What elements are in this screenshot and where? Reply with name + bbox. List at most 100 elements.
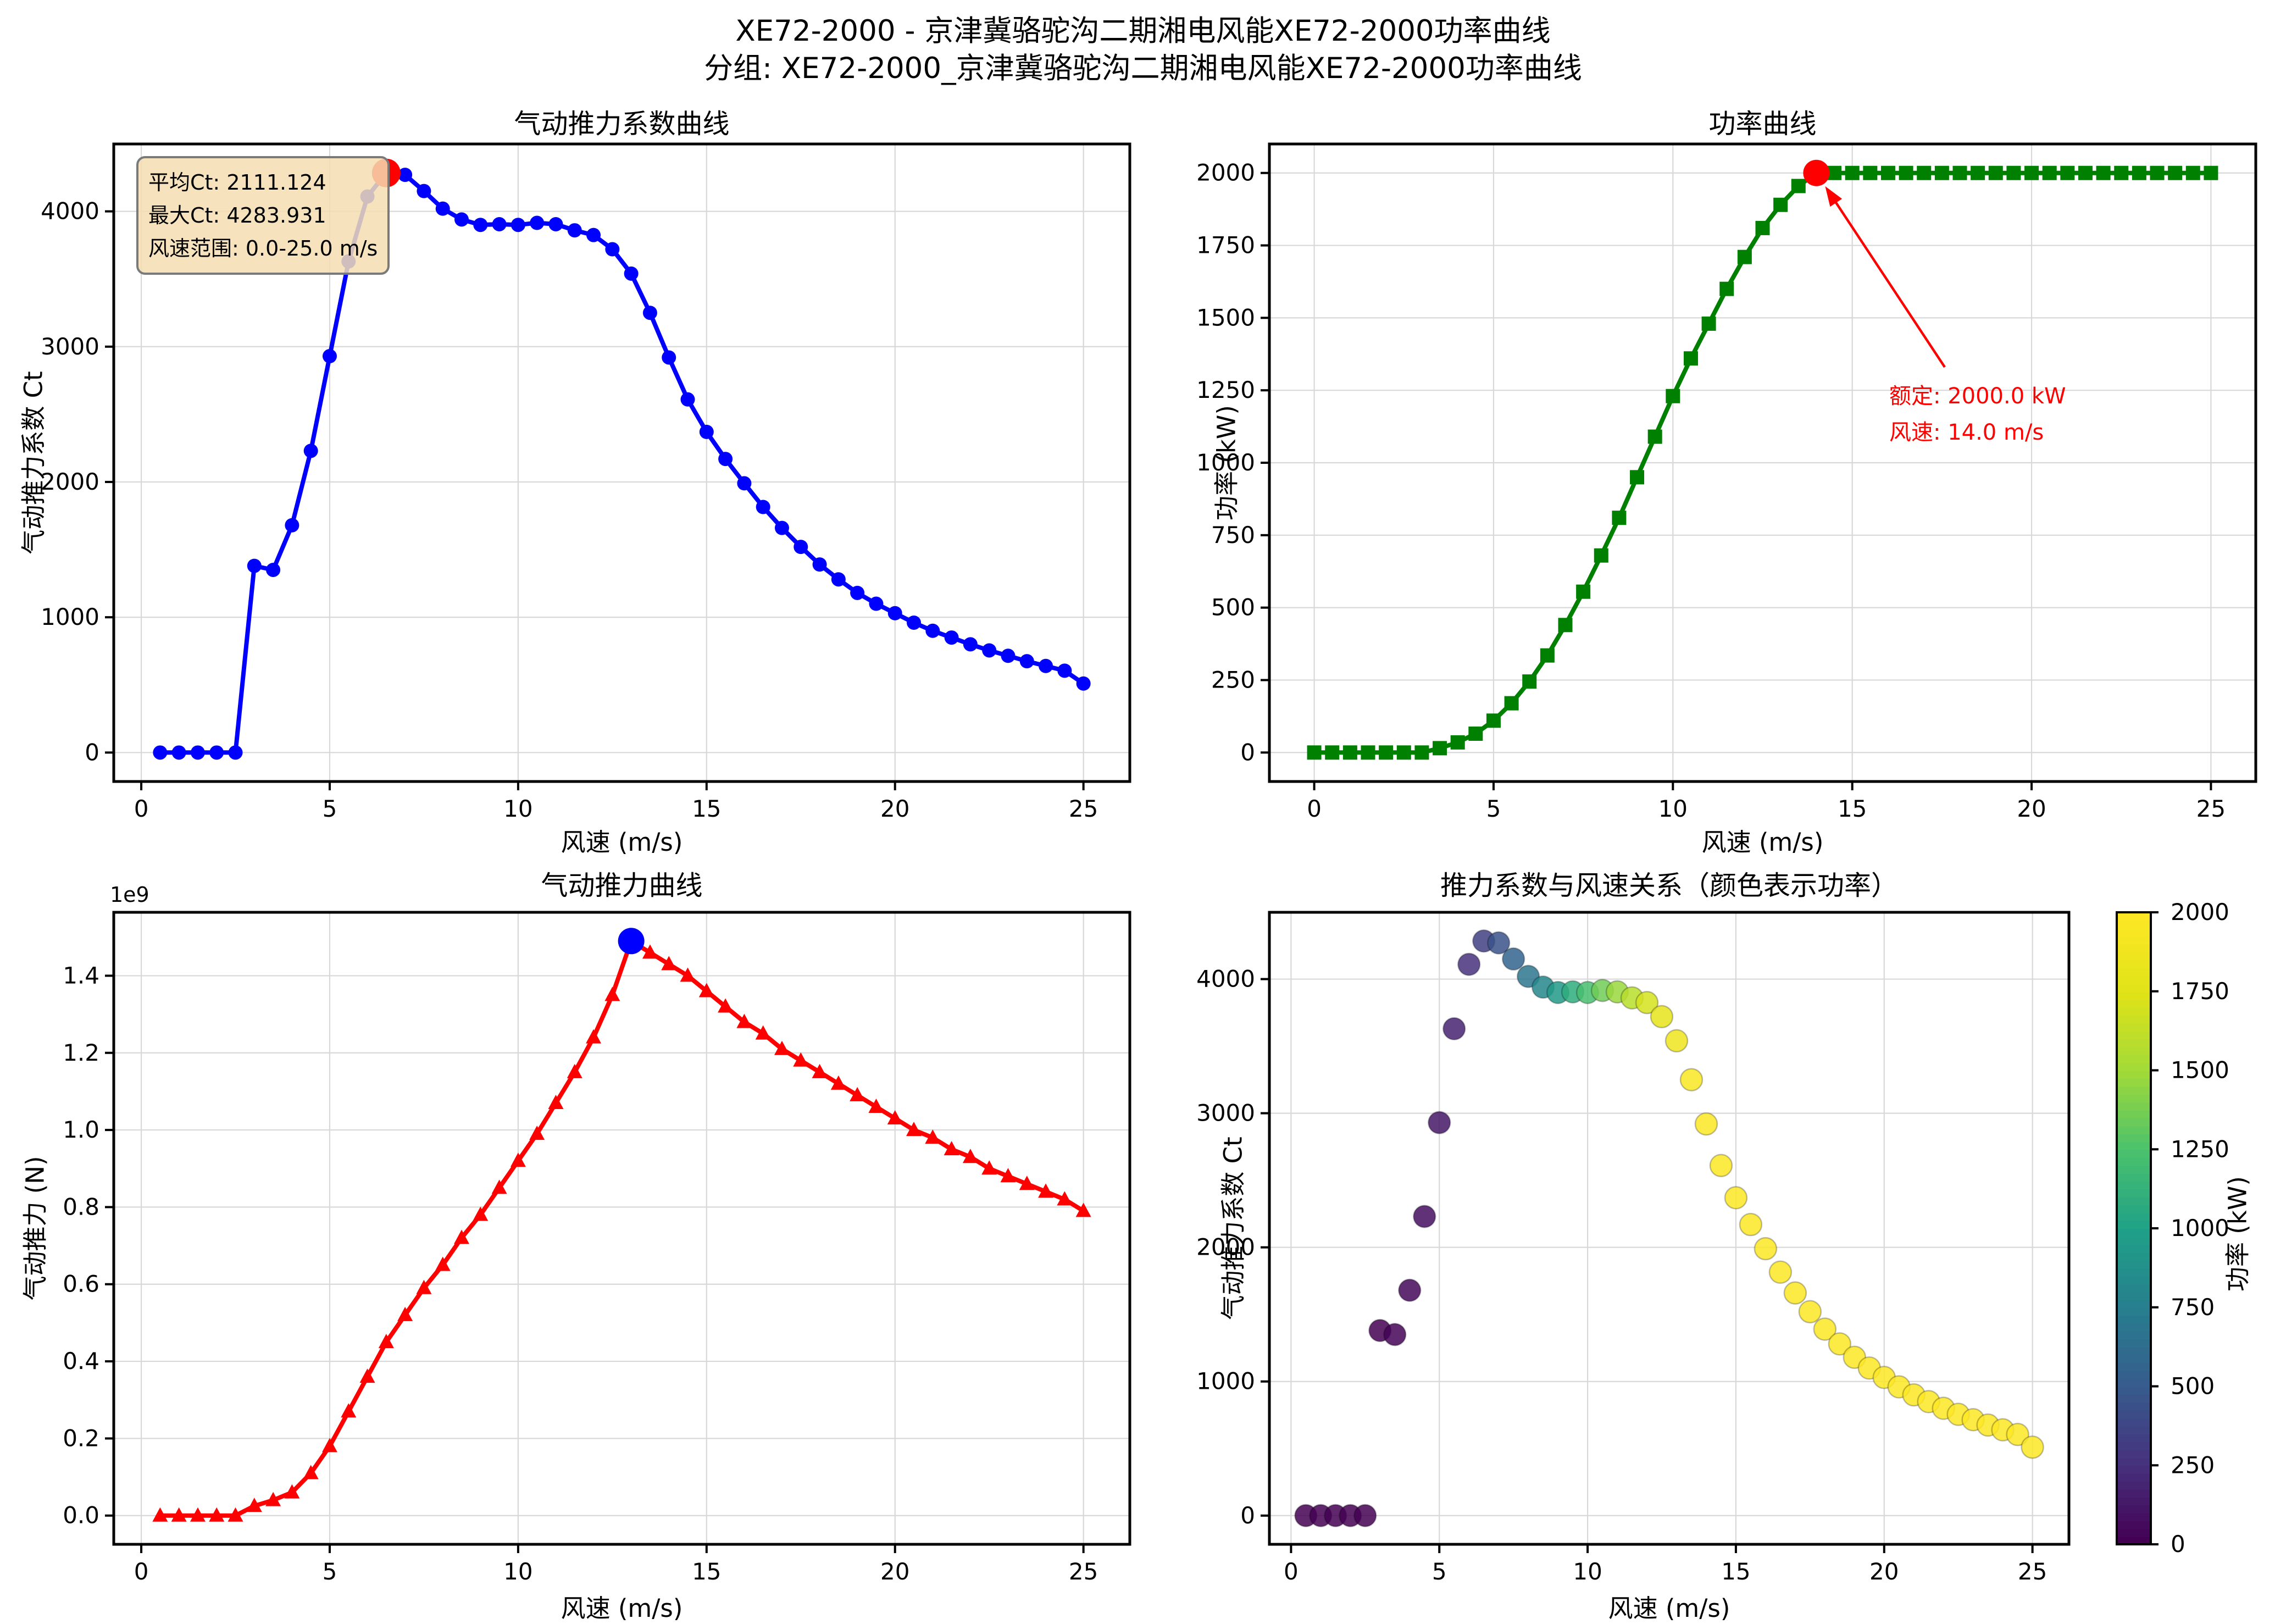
svg-text:1250: 1250 [1196, 376, 1255, 403]
stats-annotation: 平均Ct: 2111.124 最大Ct: 4283.931 风速范围: 0.0-… [136, 156, 390, 275]
svg-text:3000: 3000 [1196, 1100, 1255, 1127]
figure-subtitle: 分组: XE72-2000_京津冀骆驼沟二期湘电风能XE72-2000功率曲线 [704, 52, 1582, 85]
stats-line-max-ct: 最大Ct: 4283.931 [148, 203, 326, 228]
ct_curve-spines [112, 142, 1131, 783]
power_curve-x-ticks: 0 5 10 15 20 25 [1307, 781, 2226, 822]
svg-text:1750: 1750 [1196, 232, 1255, 259]
colorbar-ticks: 0 250 500 750 1000 1250 1500 1750 2000 [2151, 899, 2229, 1558]
chart-title-ct-curve: 气动推力系数曲线 [514, 108, 730, 140]
ct_curve-x-ticks: 0 5 10 15 20 25 [134, 781, 1098, 822]
svg-text:20: 20 [1869, 1558, 1899, 1585]
power_curve-grid [1269, 144, 2256, 781]
svg-text:15: 15 [692, 1558, 721, 1585]
svg-text:20: 20 [2017, 795, 2046, 822]
svg-text:25: 25 [2018, 1558, 2047, 1585]
svg-text:2000: 2000 [1196, 159, 1255, 186]
stats-line-avg-ct: 平均Ct: 2111.124 [148, 170, 326, 195]
offset-text-1e9: 1e9 [110, 883, 149, 907]
svg-text:1750: 1750 [2171, 978, 2229, 1005]
rated-point-marker [1803, 159, 1830, 186]
svg-text:15: 15 [1838, 795, 1867, 822]
svg-text:20: 20 [880, 1558, 909, 1585]
svg-text:5: 5 [323, 795, 337, 822]
thrust_curve-plot: 0 5 10 15 20 25 0.0 0.2 0.4 0.6 0.8 1.0 1.2 1.4 [63, 911, 1131, 1585]
svg-text:1000: 1000 [1196, 449, 1255, 476]
svg-text:25: 25 [2196, 795, 2226, 822]
rated-speed-line: 风速: 14.0 m/s [1889, 420, 2044, 445]
thrust_curve-grid [114, 912, 1130, 1544]
y-axis-label-scatter: 气动推力系数 Ct [1218, 1137, 1248, 1320]
ct_curve-markers [153, 165, 1091, 760]
colorbar-label: 功率 (kW) [2223, 1176, 2252, 1292]
colorbar: 0 250 500 750 1000 1250 1500 1750 2000 [2116, 899, 2229, 1558]
svg-text:0: 0 [134, 1558, 149, 1585]
svg-text:4000: 4000 [1196, 966, 1255, 993]
svg-text:1.2: 1.2 [63, 1039, 99, 1066]
rated-annotation: 额定: 2000.0 kW 风速: 14.0 m/s [1889, 378, 2066, 451]
svg-text:0: 0 [1240, 1502, 1255, 1529]
figure-title: XE72-2000 - 京津冀骆驼沟二期湘电风能XE72-2000功率曲线 [735, 14, 1551, 48]
svg-text:0.6: 0.6 [63, 1271, 99, 1298]
svg-text:0.8: 0.8 [63, 1193, 99, 1220]
svg-text:25: 25 [1069, 1558, 1098, 1585]
svg-text:500: 500 [1211, 594, 1255, 621]
svg-text:25: 25 [1069, 795, 1098, 822]
svg-text:0: 0 [1307, 795, 1322, 822]
svg-text:750: 750 [1211, 522, 1255, 548]
svg-text:5: 5 [1486, 795, 1501, 822]
svg-text:0: 0 [134, 795, 149, 822]
x-axis-label-ct-curve: 风速 (m/s) [561, 828, 683, 857]
svg-text:0.0: 0.0 [63, 1502, 99, 1529]
svg-text:10: 10 [503, 795, 532, 822]
ct_power_scatter-y-ticks: 0 1000 2000 3000 4000 [1196, 966, 1269, 1529]
thrust_curve-spines [112, 911, 1131, 1546]
svg-text:10: 10 [1573, 1558, 1602, 1585]
svg-text:0: 0 [85, 739, 99, 766]
svg-text:1250: 1250 [2171, 1135, 2229, 1162]
y-axis-label-thrust-curve: 气动推力 (N) [20, 1156, 50, 1301]
svg-text:2000: 2000 [1196, 1234, 1255, 1261]
x-axis-label-thrust-curve: 风速 (m/s) [561, 1594, 683, 1623]
svg-text:250: 250 [1211, 666, 1255, 693]
ct_power_scatter-x-ticks: 0 5 10 15 20 25 [1284, 1544, 2047, 1585]
ct_curve-y-ticks: 0 1000 2000 3000 4000 [41, 198, 114, 766]
scatter-points [1294, 929, 2044, 1528]
svg-text:0.4: 0.4 [63, 1348, 99, 1374]
svg-text:1.0: 1.0 [63, 1116, 99, 1143]
svg-text:0: 0 [1240, 739, 1255, 766]
ct_curve-plot: 0 5 10 15 20 25 0 1000 2000 3000 4000 [41, 142, 1131, 822]
svg-text:0: 0 [2171, 1531, 2185, 1558]
svg-text:5: 5 [323, 1558, 337, 1585]
svg-text:15: 15 [1721, 1558, 1750, 1585]
svg-text:1500: 1500 [2171, 1057, 2229, 1084]
x-axis-label-scatter: 风速 (m/s) [1608, 1594, 1730, 1623]
svg-text:250: 250 [2171, 1451, 2215, 1478]
rated-power-line: 额定: 2000.0 kW [1889, 384, 2066, 409]
ct_power_scatter-plot: 0 5 10 15 20 25010002000300040000250500750100… [1196, 899, 2229, 1585]
svg-text:500: 500 [2171, 1373, 2215, 1400]
chart-title-power-curve: 功率曲线 [1708, 108, 1817, 140]
thrust_curve-peak-marker [618, 928, 645, 955]
chart-title-thrust-curve: 气动推力曲线 [541, 870, 703, 901]
ct_power_scatter-spines [1268, 911, 2071, 1546]
svg-text:1.4: 1.4 [63, 962, 99, 989]
svg-text:2000: 2000 [41, 468, 99, 495]
svg-text:5: 5 [1432, 1558, 1447, 1585]
y-axis-label-ct-curve: 气动推力系数 Ct [19, 371, 48, 555]
y-axis-label-power-curve: 功率 (kW) [1212, 405, 1241, 520]
svg-text:10: 10 [503, 1558, 532, 1585]
svg-text:20: 20 [880, 795, 909, 822]
svg-text:1000: 1000 [1196, 1368, 1255, 1395]
svg-text:4000: 4000 [41, 198, 99, 225]
svg-text:750: 750 [2171, 1294, 2215, 1321]
ct_power_scatter-grid [1269, 912, 2069, 1544]
svg-text:1500: 1500 [1196, 304, 1255, 331]
rated-arrow [1825, 186, 1946, 368]
power_curve-y-ticks: 0 250 500 750 1000 1250 1500 1750 2000 [1196, 159, 1269, 766]
colorbar-gradient [2117, 912, 2151, 1545]
chart-title-scatter: 推力系数与风速关系（颜色表示功率） [1440, 870, 1898, 901]
svg-text:2000: 2000 [2171, 899, 2229, 925]
